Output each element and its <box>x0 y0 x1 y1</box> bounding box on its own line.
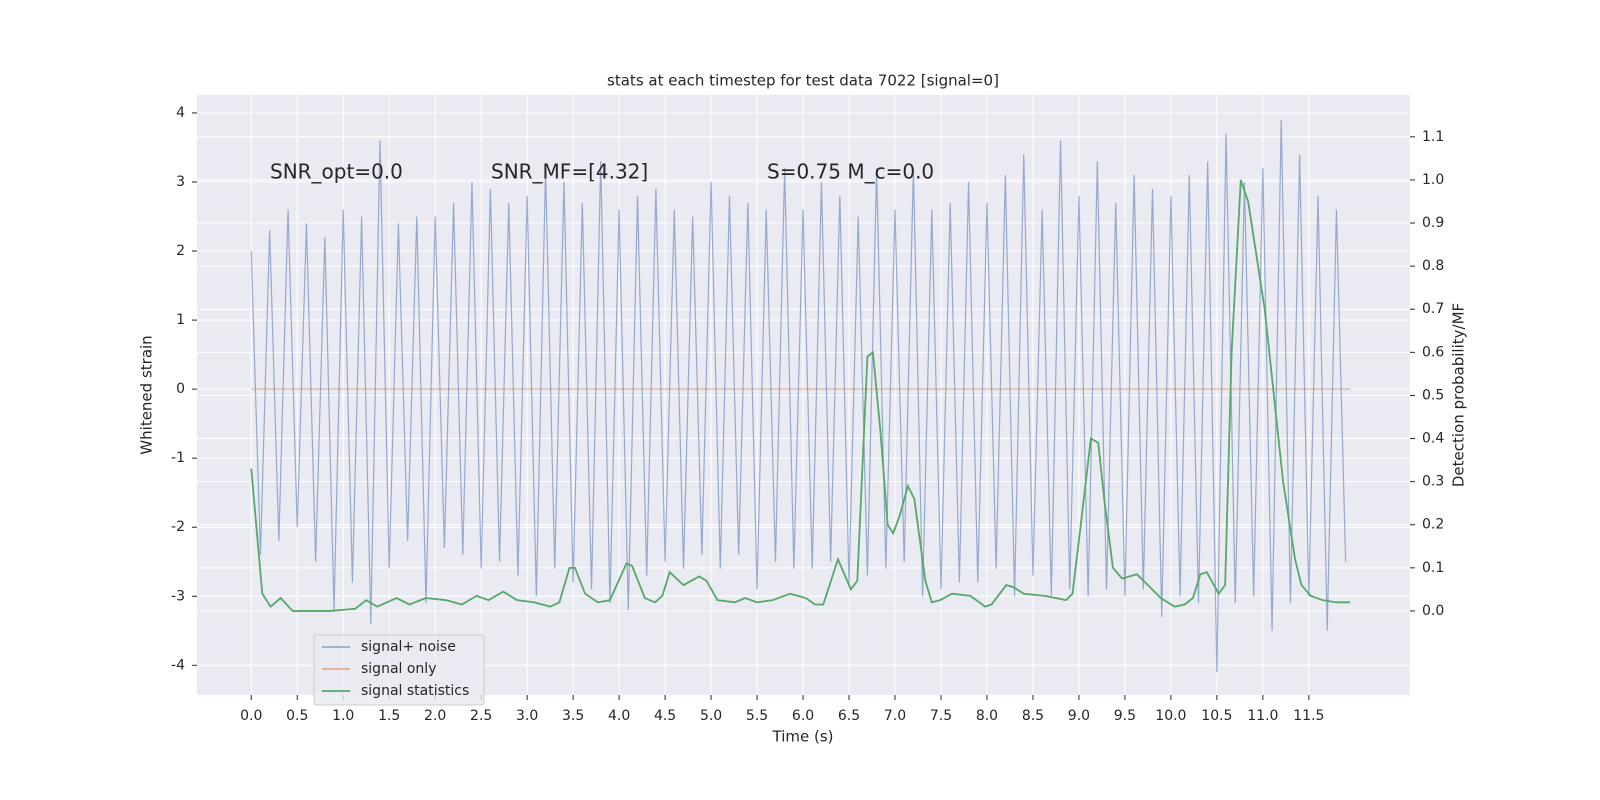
annotation: SNR_MF=[4.32] <box>491 160 648 184</box>
x-tick-label: 2.0 <box>424 708 446 724</box>
y2-tick-label: 0.9 <box>1422 215 1444 231</box>
y-axis-label: Whitened strain <box>138 335 156 454</box>
x-axis-label: Time (s) <box>772 728 834 746</box>
x-tick-label: 9.5 <box>1114 708 1136 724</box>
x-tick-label: 3.0 <box>516 708 538 724</box>
chart-title: stats at each timestep for test data 702… <box>607 72 999 90</box>
x-tick-label: 4.0 <box>608 708 630 724</box>
x-tick-label: 8.0 <box>976 708 998 724</box>
y-tick-label: 1 <box>176 312 185 328</box>
y-tick-label: -2 <box>171 519 185 535</box>
y-tick-label: 0 <box>176 381 185 397</box>
y-tick-label: -3 <box>171 588 185 604</box>
x-tick-label: 6.5 <box>838 708 860 724</box>
x-tick-label: 0.0 <box>240 708 262 724</box>
y-tick-label: 4 <box>176 105 185 121</box>
y2-tick-label: 0.4 <box>1422 431 1444 447</box>
legend-label: signal+ noise <box>361 639 456 655</box>
x-tick-label: 7.0 <box>884 708 906 724</box>
legend-label: signal statistics <box>361 683 469 699</box>
x-tick-label: 0.5 <box>286 708 308 724</box>
x-tick-label: 2.5 <box>470 708 492 724</box>
x-tick-label: 10.0 <box>1155 708 1186 724</box>
y-tick-label: 3 <box>176 174 185 190</box>
y2-tick-label: 0.3 <box>1422 474 1444 490</box>
x-tick-label: 6.0 <box>792 708 814 724</box>
y2-tick-label: 0.0 <box>1422 603 1444 619</box>
x-tick-label: 11.0 <box>1247 708 1278 724</box>
x-tick-label: 1.5 <box>378 708 400 724</box>
y-tick-label: 2 <box>176 243 185 259</box>
x-tick-label: 7.5 <box>930 708 952 724</box>
y2-tick-label: 0.2 <box>1422 517 1444 533</box>
x-tick-label: 10.5 <box>1201 708 1232 724</box>
annotation: SNR_opt=0.0 <box>270 160 403 184</box>
x-tick-label: 11.5 <box>1293 708 1324 724</box>
y2-tick-label: 0.8 <box>1422 258 1444 274</box>
legend-box <box>313 634 485 706</box>
y2-tick-label: 1.1 <box>1422 129 1444 145</box>
legend-label: signal only <box>361 661 436 677</box>
y2-tick-label: 1.0 <box>1422 172 1444 188</box>
annotation: S=0.75 M_c=0.0 <box>767 160 934 184</box>
y2-tick-label: 0.1 <box>1422 560 1444 576</box>
y2-tick-label: 0.7 <box>1422 301 1444 317</box>
y2-tick-label: 0.6 <box>1422 344 1444 360</box>
x-tick-label: 9.0 <box>1068 708 1090 724</box>
series-line <box>250 179 1351 612</box>
y2-tick-label: 0.5 <box>1422 387 1444 403</box>
legend: signal+ noise signal only signal statistic… <box>313 634 485 706</box>
x-tick-label: 8.5 <box>1022 708 1044 724</box>
x-tick-label: 5.5 <box>746 708 768 724</box>
x-tick-label: 1.0 <box>332 708 354 724</box>
y2-axis-label: Detection probability/MF <box>1450 303 1468 487</box>
x-tick-label: 4.5 <box>654 708 676 724</box>
x-tick-label: 5.0 <box>700 708 722 724</box>
y-tick-label: -1 <box>171 450 185 466</box>
y-tick-label: -4 <box>171 657 185 673</box>
x-tick-label: 3.5 <box>562 708 584 724</box>
